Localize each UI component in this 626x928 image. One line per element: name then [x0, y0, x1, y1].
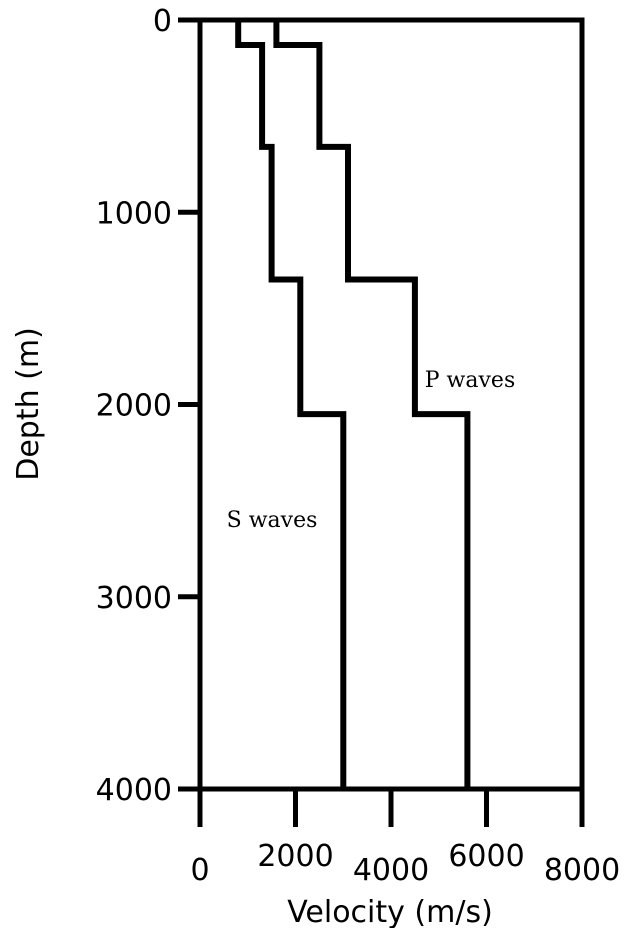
x-tick-label: 0	[190, 853, 209, 888]
y-tick-label: 2000	[96, 389, 172, 424]
x-tick-label: 6000	[448, 839, 524, 874]
y-tick-label: 1000	[96, 196, 172, 231]
p-waves-line	[273, 20, 471, 789]
plot-frame	[197, 17, 585, 792]
p-waves-label: P waves	[425, 368, 515, 393]
x-tick-label: 8000	[544, 853, 620, 888]
x-axis-title: Velocity (m/s)	[287, 895, 493, 928]
axis-layer: 0 1000 2000 3000 4000 0 2000 4000 6000 8000	[96, 4, 621, 888]
s-waves-line	[235, 20, 347, 789]
y-tick-label: 4000	[96, 773, 172, 808]
s-waves-label: S waves	[227, 508, 318, 533]
x-tick-label: 4000	[353, 853, 429, 888]
y-tick-label: 3000	[96, 581, 172, 616]
x-tick-label: 2000	[257, 839, 333, 874]
y-axis-title: Depth (m)	[11, 327, 46, 481]
plot-layer: S waves P waves	[227, 20, 515, 789]
y-tick-label: 0	[153, 4, 172, 39]
